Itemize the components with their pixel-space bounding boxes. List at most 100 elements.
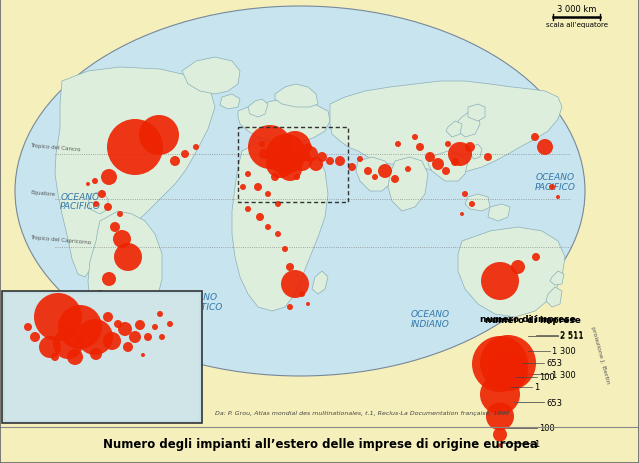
Circle shape <box>254 184 262 192</box>
Circle shape <box>170 156 180 167</box>
Circle shape <box>101 169 117 186</box>
Polygon shape <box>488 205 510 221</box>
Circle shape <box>511 260 525 275</box>
Circle shape <box>98 191 106 199</box>
Circle shape <box>348 163 356 172</box>
Circle shape <box>357 156 363 163</box>
Text: PACIFICO: PACIFICO <box>534 183 576 192</box>
Polygon shape <box>182 58 240 95</box>
Circle shape <box>248 126 292 169</box>
Circle shape <box>416 144 424 152</box>
Circle shape <box>104 204 112 212</box>
Circle shape <box>302 147 318 163</box>
Circle shape <box>498 443 502 447</box>
Circle shape <box>432 159 444 171</box>
Circle shape <box>501 377 515 391</box>
Circle shape <box>275 232 281 238</box>
Circle shape <box>391 175 399 184</box>
Bar <box>2 291 202 423</box>
Circle shape <box>159 334 165 340</box>
Circle shape <box>395 142 401 148</box>
Circle shape <box>92 179 98 185</box>
Bar <box>238 128 348 203</box>
Polygon shape <box>88 212 162 341</box>
Circle shape <box>405 167 411 173</box>
Polygon shape <box>232 142 328 311</box>
Circle shape <box>102 272 116 287</box>
Circle shape <box>141 353 145 357</box>
Text: 1: 1 <box>534 383 539 392</box>
Polygon shape <box>275 85 318 108</box>
Circle shape <box>442 168 450 175</box>
Circle shape <box>506 387 510 391</box>
Circle shape <box>378 165 392 179</box>
Text: OCEANO: OCEANO <box>535 173 574 182</box>
Circle shape <box>110 223 120 232</box>
Circle shape <box>93 201 99 207</box>
Circle shape <box>445 142 451 148</box>
Ellipse shape <box>15 7 585 376</box>
Circle shape <box>240 185 246 191</box>
Circle shape <box>451 159 459 167</box>
Circle shape <box>304 144 312 152</box>
Circle shape <box>309 158 323 172</box>
Circle shape <box>292 152 312 172</box>
Polygon shape <box>55 68 215 277</box>
Circle shape <box>537 140 553 156</box>
Circle shape <box>549 185 555 191</box>
Text: Tropico del Capricorno: Tropico del Capricorno <box>30 234 91 244</box>
Text: 3 000 km: 3 000 km <box>557 5 596 14</box>
Circle shape <box>256 213 264 221</box>
Circle shape <box>103 332 121 350</box>
Circle shape <box>282 246 288 252</box>
Circle shape <box>245 206 251 213</box>
Circle shape <box>24 323 32 332</box>
Bar <box>4 294 200 421</box>
Polygon shape <box>248 100 268 118</box>
Circle shape <box>139 116 179 156</box>
Polygon shape <box>220 95 240 110</box>
Text: scala all’equatore: scala all’equatore <box>546 22 608 28</box>
Polygon shape <box>470 144 482 160</box>
Circle shape <box>364 168 372 175</box>
Circle shape <box>129 332 141 343</box>
Circle shape <box>279 131 311 163</box>
Text: 653: 653 <box>546 398 562 407</box>
Circle shape <box>294 175 300 181</box>
Text: OCEANO: OCEANO <box>410 310 450 319</box>
Circle shape <box>30 332 40 342</box>
Circle shape <box>488 351 528 391</box>
Circle shape <box>135 320 145 330</box>
Circle shape <box>469 201 475 207</box>
Circle shape <box>103 313 113 322</box>
Circle shape <box>107 120 163 175</box>
Circle shape <box>531 134 539 142</box>
Text: numero di imprese: numero di imprese <box>480 314 576 323</box>
Circle shape <box>299 291 305 297</box>
Polygon shape <box>446 122 462 138</box>
Circle shape <box>77 319 113 355</box>
Circle shape <box>53 329 83 359</box>
Circle shape <box>287 304 293 310</box>
Text: 2 511: 2 511 <box>560 332 583 341</box>
Circle shape <box>281 270 309 298</box>
Polygon shape <box>468 105 485 122</box>
Circle shape <box>259 142 265 148</box>
Circle shape <box>114 244 142 271</box>
Polygon shape <box>330 82 562 175</box>
Circle shape <box>484 154 492 162</box>
Circle shape <box>193 144 199 150</box>
Circle shape <box>117 212 123 218</box>
Text: Numero degli impianti all’estero delle imprese di origine europea: Numero degli impianti all’estero delle i… <box>103 437 537 450</box>
Circle shape <box>278 158 302 181</box>
Circle shape <box>271 174 279 181</box>
Circle shape <box>51 353 59 361</box>
Circle shape <box>34 294 82 341</box>
Circle shape <box>532 253 540 262</box>
Circle shape <box>494 363 522 391</box>
Circle shape <box>118 322 132 336</box>
Circle shape <box>114 320 122 328</box>
Polygon shape <box>356 158 392 192</box>
Text: INDIANO: INDIANO <box>411 320 449 329</box>
Circle shape <box>465 143 475 153</box>
